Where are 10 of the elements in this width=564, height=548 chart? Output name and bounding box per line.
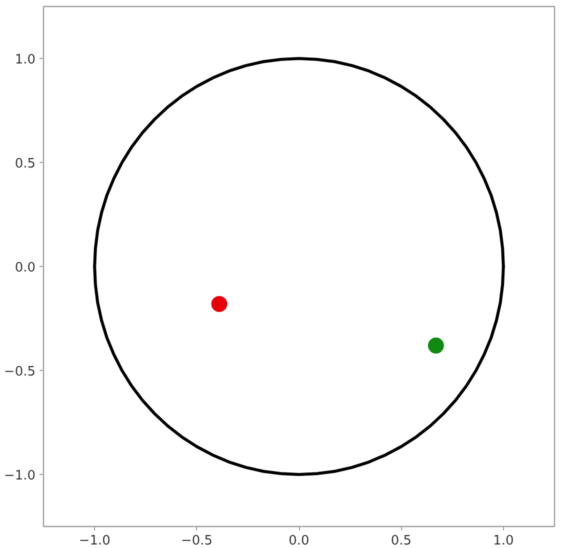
y-tick-label: −0.5 [4, 364, 36, 380]
y-tick-label: 1.0 [14, 52, 36, 68]
x-tick-label: −0.5 [181, 534, 213, 548]
y-tick-label: 0.0 [14, 260, 36, 276]
x-tick-label: −1.0 [78, 534, 110, 548]
x-tick-label: 0.5 [390, 534, 412, 548]
x-tick-label: 1.0 [493, 534, 514, 548]
y-tick-label: 0.5 [14, 156, 36, 172]
x-tick-label: 0.0 [288, 534, 310, 548]
y-tick-label: −1.0 [4, 468, 36, 484]
